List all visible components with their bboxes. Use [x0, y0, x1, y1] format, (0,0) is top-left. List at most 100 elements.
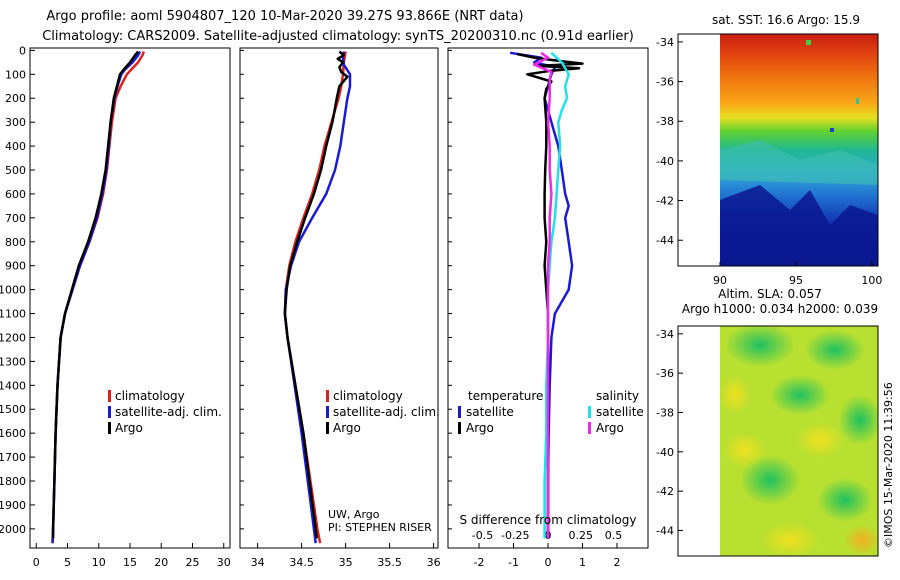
x-tick-label: -1: [508, 556, 519, 569]
sla-map-y-ticks: -34 -36 -38 -40 -42 -44: [656, 328, 683, 537]
depth-tick-label: 2000: [0, 523, 26, 536]
sst-missing-pixel: [856, 98, 859, 104]
sla-high-anomaly: [723, 432, 767, 468]
depth-tick-label: 1400: [0, 379, 26, 392]
depth-tick-label: 1200: [0, 331, 26, 344]
lon-tick-label: 90: [713, 274, 727, 287]
salinity-diff-tick-label: -0.25: [501, 529, 529, 542]
depth-tick-label: 1900: [0, 499, 26, 512]
legend-swatch-temp-satellite: [458, 406, 461, 418]
x-tick-label: 30: [217, 556, 231, 569]
sla-low-anomaly: [838, 395, 878, 445]
series-line-satellite-adj-clim-: [51, 51, 142, 544]
salinity-diff-tick-label: 0.25: [569, 529, 594, 542]
lon-tick-label: 100: [861, 274, 882, 287]
salinity-diff-tick-label: 0.5: [605, 529, 623, 542]
series-line-climatology: [283, 51, 347, 544]
depth-tick-label: 800: [5, 236, 26, 249]
sla-low-anomaly: [740, 455, 800, 505]
lat-tick-label: -44: [656, 524, 674, 537]
depth-axis: 0 100 200 300 400 500 600 700 800 900 1000 1100 1200…: [0, 44, 35, 536]
x-tick-label: 35.5: [377, 556, 402, 569]
depth-tick-label: 1000: [0, 284, 26, 297]
sla-high-anomaly: [720, 375, 751, 415]
legend-label-temp-argo: Argo: [466, 421, 494, 435]
series-line-argo: [51, 50, 140, 539]
lat-tick-label: -38: [656, 115, 674, 128]
legend-label-argo: Argo: [115, 421, 143, 435]
legend-label-climatology: climatology: [115, 389, 185, 403]
sla-map-subtitle: Argo h1000: 0.034 h2000: 0.039: [682, 302, 878, 316]
temperature-plot: 0 5 10 15 20 25 30: [33, 50, 231, 569]
legend-swatch-climatology: [326, 390, 329, 402]
sla-low-anomaly: [805, 330, 865, 370]
difference-plot: -2 -1 0 1 2-0.5 -0.25 0 0.25 0.5: [448, 49, 623, 569]
legend-label-temp-satellite: satellite: [466, 405, 514, 419]
sla-high-anomaly: [844, 524, 878, 556]
legend-label-sal-argo: Argo: [596, 421, 624, 435]
salinity-diff-tick-label: -0.5: [472, 529, 493, 542]
lat-tick-label: -42: [656, 485, 674, 498]
sla-low-anomaly: [770, 375, 830, 415]
x-tick-label: 0: [545, 556, 552, 569]
x-tick-label: 35: [339, 556, 353, 569]
sst-missing-pixel: [830, 128, 834, 132]
difference-legend: temperature satellite Argo salinity sate…: [458, 389, 644, 527]
legend-label-satellite: satellite-adj. clim.: [333, 405, 440, 419]
x-tick-label: 5: [64, 556, 71, 569]
x-tick-label: 10: [92, 556, 106, 569]
x-tick-label: -2: [474, 556, 485, 569]
depth-tick-label: 0: [19, 44, 26, 57]
sst-map-y-ticks: -34 -36 -38 -40 -42 -44: [656, 36, 683, 247]
depth-tick-label: 400: [5, 140, 26, 153]
x-tick-label: 0: [33, 556, 40, 569]
sla-high-anomaly: [760, 522, 820, 556]
sst-map-land-mask: [678, 34, 720, 266]
sla-low-anomaly: [817, 478, 873, 522]
sst-map-frame: [677, 33, 879, 267]
legend-label-climatology: climatology: [333, 389, 403, 403]
lat-tick-label: -42: [656, 195, 674, 208]
depth-tick-label: 900: [5, 260, 26, 273]
legend-swatch-argo: [108, 422, 111, 434]
depth-tick-label: 1300: [0, 355, 26, 368]
lat-tick-label: -40: [656, 446, 674, 459]
sst-cold-water: [720, 185, 878, 266]
temperature-panel-frame: [29, 47, 231, 549]
title-line1: Argo profile: aoml 5904807_120 10-Mar-20…: [46, 9, 523, 24]
lat-tick-label: -34: [656, 36, 674, 49]
x-tick-label: 36: [427, 556, 441, 569]
annotation-pi: PI: STEPHEN RISER: [328, 521, 432, 534]
legend-swatch-satellite: [108, 406, 111, 418]
sla-map-land-mask: [678, 326, 720, 556]
legend-swatch-sal-satellite: [588, 406, 591, 418]
series-line-temperature-satellite: [509, 51, 574, 539]
x-tick-label: 34.5: [289, 556, 314, 569]
legend-heading-salinity: salinity: [596, 389, 639, 403]
depth-tick-label: 1600: [0, 427, 26, 440]
lat-tick-label: -40: [656, 155, 674, 168]
x-tick-label: 20: [154, 556, 168, 569]
sla-field: [720, 326, 878, 556]
legend-swatch-climatology: [108, 390, 111, 402]
sst-mixing-band: [720, 140, 878, 185]
lon-tick-label: 95: [789, 274, 803, 287]
sst-map: sat. SST: 16.6 Argo: 15.9 -34 -36 -38 -40 -4…: [656, 13, 882, 287]
difference-xlabel: S difference from climatology: [460, 513, 637, 527]
depth-tick-label: 1500: [0, 403, 26, 416]
sla-high-anomaly: [796, 422, 844, 458]
sst-map-x-ticks: 90 95 100: [713, 262, 882, 287]
sla-map-title: Altim. SLA: 0.057: [718, 287, 822, 301]
depth-tick-label: 200: [5, 92, 26, 105]
temperature-legend: climatology satellite-adj. clim. Argo: [108, 389, 222, 435]
title-line2: Climatology: CARS2009. Satellite-adjuste…: [42, 29, 634, 44]
sst-field: [720, 34, 878, 266]
series-line-temperature-argo: [516, 52, 584, 539]
legend-label-satellite: satellite-adj. clim.: [115, 405, 222, 419]
series-line-climatology: [51, 51, 145, 544]
depth-tick-label: 1800: [0, 475, 26, 488]
series-line-salinity-satellite: [543, 51, 570, 539]
legend-swatch-temp-argo: [458, 422, 461, 434]
